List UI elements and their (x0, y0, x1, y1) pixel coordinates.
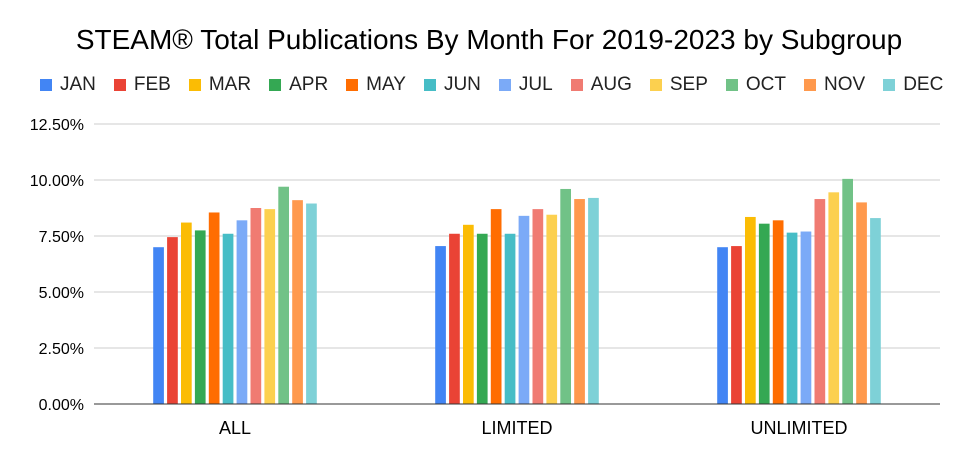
legend-item-jan: JAN (40, 74, 96, 96)
legend-swatch (40, 79, 52, 91)
legend-swatch (188, 79, 201, 91)
legend-item-dec: DEC (883, 74, 943, 96)
legend-label: APR (289, 74, 329, 95)
legend-label: MAY (366, 74, 406, 95)
legend-label: AUG (590, 74, 632, 95)
bar-apr-all (194, 230, 206, 404)
y-tick-label: 5.00% (39, 285, 84, 302)
bar-feb-all (167, 237, 178, 404)
legend-item-may: MAY (346, 74, 406, 96)
y-tick-label: 2.50% (39, 341, 84, 358)
legend-label: OCT (745, 74, 787, 95)
legend-item-sep: SEP (649, 74, 708, 96)
legend-swatch (269, 79, 282, 91)
legend-item-aug: AUG (570, 74, 632, 96)
bar-oct-limited (560, 188, 571, 404)
legend-swatch (570, 79, 583, 91)
bar-may-unlimited (772, 220, 784, 404)
bar-jul-limited (518, 215, 530, 404)
bar-dec-unlimited (870, 218, 881, 404)
bar-nov-all (292, 200, 303, 404)
legend-label: NOV (824, 74, 866, 95)
legend-item-nov: NOV (804, 74, 865, 96)
bar-nov-unlimited (856, 202, 867, 404)
bar-sep-unlimited (828, 192, 840, 404)
bar-aug-limited (532, 209, 544, 404)
legend-swatch (423, 79, 436, 91)
x-category-label: LIMITED (481, 418, 552, 438)
bar-jul-unlimited (800, 231, 812, 404)
legend-swatch (649, 79, 662, 91)
bar-nov-limited (574, 199, 585, 404)
legend-swatch (804, 79, 817, 91)
bar-dec-limited (588, 197, 599, 404)
bar-apr-unlimited (758, 223, 770, 404)
bar-sep-all (264, 209, 276, 404)
bar-dec-all (306, 203, 317, 404)
y-tick-label: 7.50% (39, 229, 84, 246)
bar-may-limited (490, 209, 502, 404)
bar-feb-limited (449, 233, 460, 404)
x-category-label: ALL (219, 418, 251, 438)
bar-feb-unlimited (731, 246, 742, 404)
legend-swatch (883, 79, 896, 91)
legend-item-oct: OCT (725, 74, 787, 96)
legend-label: JUL (518, 74, 553, 95)
y-tick-label: 0.00% (39, 397, 84, 414)
y-tick-label: 12.50% (30, 117, 84, 134)
legend-label: MAR (208, 74, 252, 95)
legend-item-apr: APR (269, 74, 328, 96)
bar-jun-all (222, 233, 234, 404)
x-category-label: UNLIMITED (750, 418, 847, 438)
bar-jan-all (153, 247, 164, 404)
bar-oct-all (278, 186, 289, 404)
legend-swatch (113, 79, 126, 91)
bar-jul-all (236, 220, 248, 404)
legend-label: DEC (903, 74, 944, 95)
bar-jan-unlimited (717, 247, 728, 404)
legend-swatch (498, 79, 511, 91)
chart-legend: JAN FEB MAR APR MAY JUN JUL AUG SEP OCT NOV DEC (40, 72, 961, 98)
chart-title: STEAM® Total Publications By Month For 2… (75, 24, 903, 55)
bar-sep-limited (546, 214, 558, 404)
legend-item-feb: FEB (113, 74, 171, 96)
legend-swatch (346, 79, 359, 91)
legend-item-mar: MAR (188, 74, 252, 96)
bar-jun-unlimited (786, 232, 798, 404)
bar-mar-all (181, 222, 192, 404)
legend-label: JUN (443, 74, 481, 95)
bar-mar-unlimited (745, 216, 756, 404)
legend-item-jul: JUL (498, 74, 553, 96)
bar-may-all (208, 212, 220, 404)
legend-label: SEP (669, 74, 708, 95)
y-tick-label: 10.00% (30, 173, 84, 190)
legend-label: JAN (60, 74, 96, 95)
bar-apr-limited (476, 233, 488, 404)
legend-label: FEB (133, 74, 171, 95)
bar-oct-unlimited (842, 178, 853, 404)
bar-jan-limited (435, 246, 446, 404)
legend-swatch (725, 79, 738, 91)
bar-mar-limited (463, 224, 474, 404)
bar-aug-all (250, 208, 262, 404)
legend-item-jun: JUN (423, 74, 481, 96)
bar-aug-unlimited (814, 199, 826, 404)
bar-jun-limited (504, 233, 516, 404)
